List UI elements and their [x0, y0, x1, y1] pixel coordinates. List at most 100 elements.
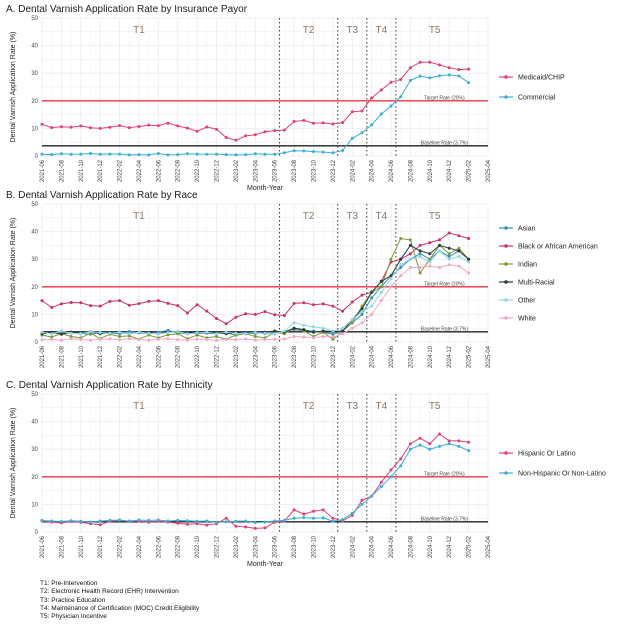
data-point: [195, 129, 199, 133]
data-point: [98, 523, 102, 527]
y-axis-title: Dental Varnish Application Rate (%): [10, 408, 17, 519]
data-point: [185, 311, 189, 315]
data-point: [379, 480, 383, 484]
data-point: [370, 312, 374, 316]
data-point: [379, 88, 383, 92]
phase-label-t1: T1: [133, 25, 145, 36]
y-tick-label: 10: [31, 312, 38, 318]
y-tick-label: 20: [31, 475, 38, 481]
phase-label-t3: T3: [346, 401, 358, 412]
legend-label: Non-Hispanic Or Non-Latino: [518, 471, 606, 478]
data-point: [234, 138, 238, 142]
data-point: [282, 314, 286, 317]
x-tick-label: 2022-06: [156, 345, 162, 368]
data-point: [408, 78, 412, 82]
data-point: [195, 519, 199, 523]
x-tick-label: 2021-10: [79, 345, 85, 368]
data-point: [118, 152, 122, 156]
data-point: [282, 128, 286, 132]
data-point: [253, 152, 257, 156]
y-tick-label: 50: [31, 392, 38, 398]
data-point: [118, 338, 122, 342]
legend-label: Multi-Racial: [518, 280, 555, 287]
data-point: [215, 317, 218, 320]
data-point: [185, 338, 189, 342]
x-tick-label: 2024-02: [350, 159, 356, 182]
data-point: [89, 330, 92, 333]
data-point: [205, 309, 209, 313]
data-point: [79, 124, 83, 128]
data-point: [166, 331, 170, 335]
data-point: [118, 330, 122, 334]
data-point: [321, 516, 325, 520]
data-point: [156, 124, 160, 128]
x-tick-label: 2022-10: [195, 535, 201, 558]
legend-swatch-point: [504, 95, 508, 99]
x-tick-label: 2023-02: [234, 345, 240, 368]
x-tick-label: 2023-12: [331, 345, 337, 368]
reference-label-target-rate-20: Target Rate (20%): [424, 95, 465, 101]
phase-label-t5: T5: [429, 211, 441, 222]
data-point: [127, 337, 131, 341]
data-point: [399, 274, 403, 278]
legend-label: White: [518, 316, 536, 323]
data-point: [360, 321, 364, 325]
data-point: [156, 152, 160, 155]
data-point: [389, 104, 393, 108]
data-point: [166, 337, 170, 341]
data-point: [244, 519, 248, 523]
x-tick-label: 2021-12: [98, 345, 104, 368]
data-point: [89, 126, 92, 130]
x-tick-label: 2023-10: [311, 535, 317, 558]
data-point: [418, 249, 422, 253]
data-point: [302, 328, 306, 332]
legend-swatch-point: [504, 298, 508, 302]
x-tick-label: 2021-06: [40, 345, 46, 368]
data-point: [467, 271, 471, 275]
data-point: [312, 330, 315, 334]
data-point: [457, 264, 461, 268]
data-point: [331, 519, 335, 523]
x-tick-label: 2022-12: [215, 159, 221, 182]
data-point: [428, 442, 432, 446]
data-point: [234, 331, 238, 335]
data-point: [273, 332, 277, 336]
data-point: [166, 519, 170, 523]
legend-swatch-point: [504, 262, 508, 266]
reference-label-baseline-rate-3-7: Baseline Rate (3.7%): [421, 140, 469, 146]
data-point: [408, 447, 412, 451]
legend-item-indian: Indian: [499, 262, 537, 269]
data-point: [302, 516, 306, 520]
data-point: [408, 252, 412, 256]
data-point: [321, 150, 325, 154]
data-point: [59, 329, 63, 333]
x-tick-label: 2023-04: [253, 345, 259, 368]
data-point: [341, 332, 345, 336]
data-point: [244, 312, 248, 316]
data-point: [273, 152, 277, 156]
data-point: [98, 152, 102, 156]
x-tick-label: 2023-12: [331, 535, 337, 558]
x-tick-label: 2022-04: [137, 159, 143, 182]
data-point: [467, 237, 471, 240]
data-point: [457, 439, 461, 443]
data-point: [399, 457, 403, 461]
x-tick-label: 2025-04: [486, 159, 492, 182]
data-point: [341, 121, 345, 125]
legend-label: Commercial: [518, 95, 556, 102]
data-point: [447, 73, 451, 77]
data-point: [360, 498, 364, 502]
data-point: [418, 271, 422, 275]
data-point: [89, 520, 92, 524]
data-point: [350, 326, 354, 330]
data-point: [59, 152, 63, 156]
data-point: [98, 337, 102, 341]
data-point: [292, 120, 296, 123]
data-point: [447, 257, 451, 261]
data-point: [108, 152, 112, 156]
data-point: [302, 323, 306, 327]
data-point: [176, 338, 180, 342]
data-point: [118, 335, 122, 338]
y-tick-label: 40: [31, 230, 38, 236]
phase-label-t4: T4: [376, 25, 388, 36]
